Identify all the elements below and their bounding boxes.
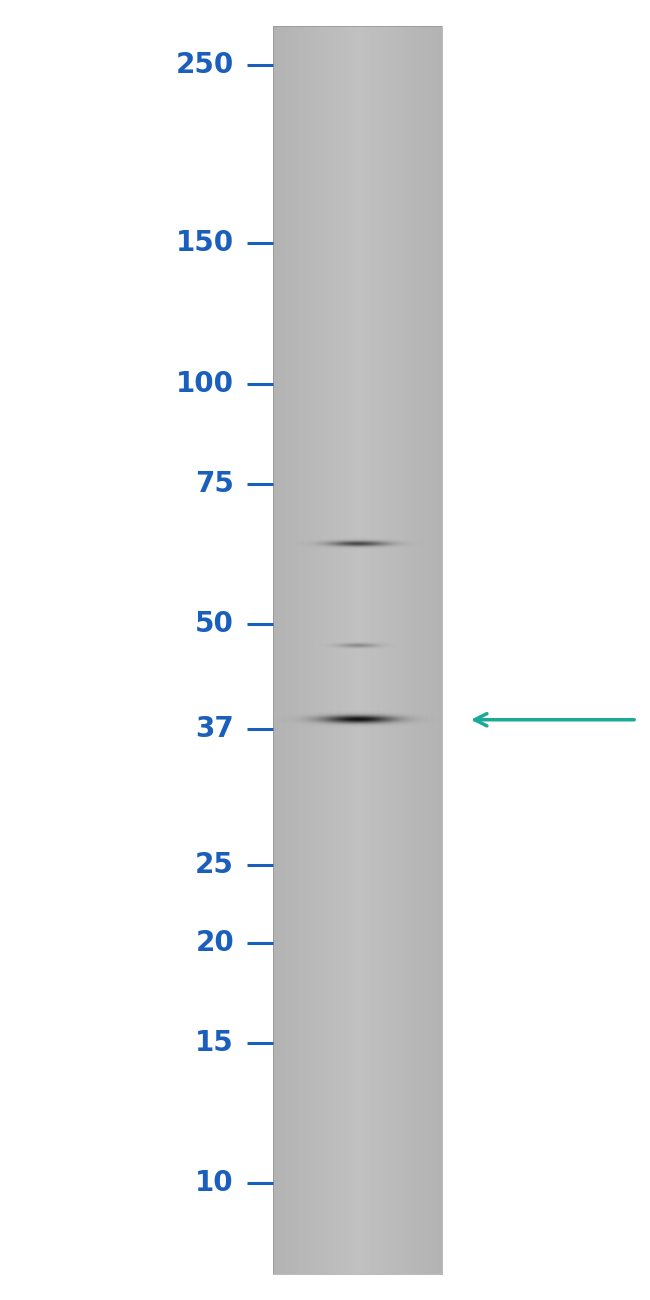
Bar [430, 26, 432, 1274]
Bar [389, 26, 391, 1274]
Bar [313, 26, 315, 1274]
Bar [273, 26, 275, 1274]
Bar [366, 26, 368, 1274]
Bar [347, 26, 349, 1274]
Bar [364, 26, 366, 1274]
Bar [337, 26, 339, 1274]
Bar [415, 26, 417, 1274]
Bar [283, 26, 286, 1274]
Bar [417, 26, 419, 1274]
Bar [324, 26, 326, 1274]
Bar [410, 26, 413, 1274]
Bar [438, 26, 440, 1274]
Bar [280, 26, 281, 1274]
Bar [288, 26, 290, 1274]
Bar [334, 26, 337, 1274]
Bar [351, 26, 354, 1274]
Text: 10: 10 [196, 1170, 234, 1197]
Bar [385, 26, 387, 1274]
Bar [432, 26, 434, 1274]
Bar [406, 26, 408, 1274]
Bar [315, 26, 317, 1274]
Bar [298, 26, 300, 1274]
Text: 50: 50 [195, 611, 234, 638]
Bar [309, 26, 311, 1274]
Bar [311, 26, 313, 1274]
Bar [381, 26, 383, 1274]
Bar [398, 26, 400, 1274]
Bar [296, 26, 298, 1274]
Text: 15: 15 [195, 1028, 234, 1057]
Bar [400, 26, 402, 1274]
Bar [423, 26, 425, 1274]
Bar [344, 26, 347, 1274]
Bar [275, 26, 277, 1274]
Text: 100: 100 [176, 369, 234, 398]
Bar [427, 26, 429, 1274]
Bar [322, 26, 324, 1274]
Text: 250: 250 [176, 52, 234, 79]
Bar [290, 26, 292, 1274]
Bar [404, 26, 406, 1274]
Bar [332, 26, 334, 1274]
Bar [302, 26, 305, 1274]
Bar [402, 26, 404, 1274]
Bar [286, 26, 288, 1274]
Bar [372, 26, 374, 1274]
Bar [305, 26, 307, 1274]
Bar [387, 26, 389, 1274]
Bar [383, 26, 385, 1274]
Bar [408, 26, 410, 1274]
Bar [378, 26, 381, 1274]
Text: 20: 20 [195, 928, 234, 957]
Bar [419, 26, 421, 1274]
Bar [317, 26, 320, 1274]
Bar [330, 26, 332, 1274]
Bar [425, 26, 427, 1274]
Bar [391, 26, 393, 1274]
Bar [434, 26, 436, 1274]
Bar [440, 26, 442, 1274]
Bar [339, 26, 341, 1274]
Bar [349, 26, 351, 1274]
Bar [436, 26, 438, 1274]
Bar [326, 26, 328, 1274]
Bar [354, 26, 356, 1274]
Bar [300, 26, 302, 1274]
Text: 150: 150 [176, 229, 234, 257]
Bar [358, 26, 359, 1274]
Bar [273, 26, 442, 1274]
Bar [277, 26, 280, 1274]
Bar [376, 26, 379, 1274]
Bar [320, 26, 322, 1274]
Bar [413, 26, 415, 1274]
Bar [292, 26, 294, 1274]
Bar [281, 26, 283, 1274]
Bar [374, 26, 376, 1274]
Bar [343, 26, 344, 1274]
Bar [395, 26, 398, 1274]
Bar [361, 26, 364, 1274]
Bar [370, 26, 372, 1274]
Bar [294, 26, 296, 1274]
Bar [356, 26, 358, 1274]
Bar [359, 26, 361, 1274]
Bar [341, 26, 343, 1274]
Bar [421, 26, 423, 1274]
Bar [393, 26, 395, 1274]
Text: 25: 25 [195, 852, 234, 879]
Bar [368, 26, 370, 1274]
Text: 75: 75 [195, 469, 234, 498]
Bar [328, 26, 330, 1274]
Bar [307, 26, 309, 1274]
Text: 37: 37 [195, 715, 234, 744]
